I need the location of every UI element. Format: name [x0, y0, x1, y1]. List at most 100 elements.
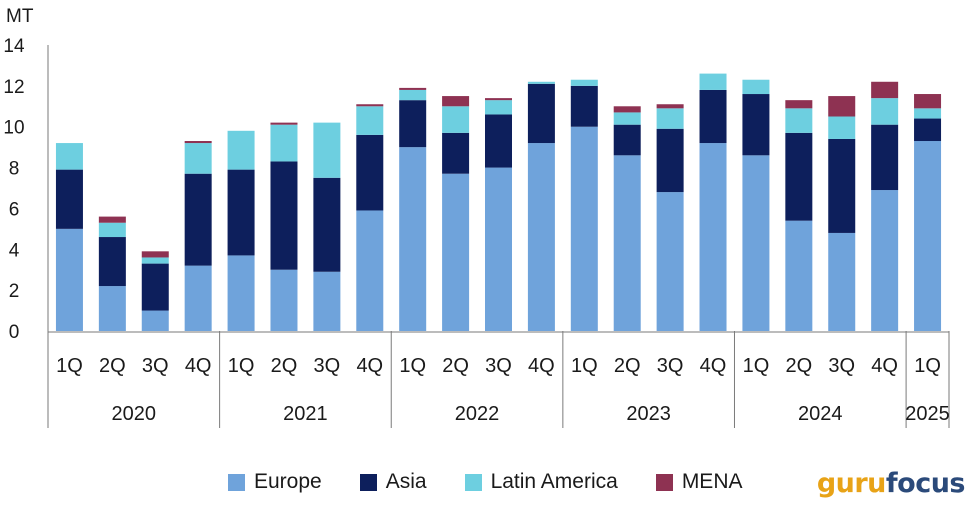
bar-segment-asia	[270, 161, 298, 270]
x-tick-label: 2Q	[442, 355, 469, 377]
y-tick-label: 12	[3, 77, 24, 98]
bar-segment-latin-america	[613, 112, 641, 125]
bar-segment-asia	[828, 138, 856, 233]
legend-label-mena: MENA	[681, 470, 743, 493]
bar-segment-asia	[914, 118, 942, 142]
x-tick-label: 2Q	[271, 355, 298, 377]
x-tick-label: 3Q	[314, 355, 341, 377]
legend-swatch-latin-america	[464, 473, 482, 491]
x-tick-label: 4Q	[528, 355, 555, 377]
bar-segment-europe	[785, 220, 813, 331]
bar-segment-asia	[785, 132, 813, 221]
bar-segment-asia	[699, 89, 727, 144]
x-tick-label: 4Q	[871, 355, 898, 377]
bar-segment-mena	[442, 96, 470, 107]
gurufocus-logo: gurufocus	[817, 468, 966, 499]
y-tick-label: 0	[9, 322, 20, 343]
bar-segment-europe	[356, 210, 384, 331]
legend-item-asia: Asia	[359, 470, 427, 494]
x-tick-label: 4Q	[356, 355, 383, 377]
bar-segment-mena	[828, 96, 856, 117]
year-label: 2022	[455, 403, 500, 425]
bar-segment-latin-america	[399, 89, 427, 101]
bar-segment-europe	[227, 255, 255, 331]
x-tick-label: 1Q	[228, 355, 255, 377]
x-tick-label: 1Q	[914, 355, 941, 377]
x-tick-label: 4Q	[185, 355, 212, 377]
bar-segment-latin-america	[442, 106, 470, 133]
x-tick-label: 2Q	[99, 355, 126, 377]
bar-segment-asia	[141, 263, 169, 311]
y-tick-label: 6	[9, 199, 20, 220]
bar-segment-europe	[98, 286, 126, 331]
bar-segment-latin-america	[527, 81, 555, 84]
bar-segment-europe	[871, 190, 899, 331]
x-tick-label: 2Q	[614, 355, 641, 377]
bar-segment-europe	[570, 126, 598, 331]
x-tick-label: 3Q	[485, 355, 512, 377]
bar-segment-europe	[613, 155, 641, 331]
bar-segment-asia	[871, 124, 899, 191]
stacked-bar-chart: MT 0 2 4 6 8 10 12 14 1Q 2Q 3Q 4Q 1Q 2Q 3Q 4Q 1Q 2Q 3Q 4Q 1Q 2…	[3, 6, 950, 428]
x-tick-label: 4Q	[700, 355, 727, 377]
y-tick-label: 8	[9, 159, 20, 180]
logo-part-focus: focus	[885, 468, 966, 499]
legend-swatch-mena	[655, 473, 673, 491]
x-tick-label: 3Q	[142, 355, 169, 377]
bar-segment-mena	[98, 216, 126, 223]
bar-segment-latin-america	[699, 73, 727, 90]
bar-segment-asia	[184, 173, 212, 266]
bar-segment-mena	[656, 104, 684, 109]
bar-segment-asia	[442, 132, 470, 174]
bar-segment-mena	[270, 122, 298, 125]
legend-item-europe: Europe	[228, 470, 322, 494]
bar-segment-latin-america	[828, 116, 856, 139]
bar-segment-mena	[356, 104, 384, 107]
legend-label-europe: Europe	[254, 470, 322, 493]
bar-segment-mena	[785, 100, 813, 109]
legend: Europe Asia Latin America MENA	[228, 470, 743, 494]
bar-segment-asia	[356, 134, 384, 211]
bar-segment-asia	[227, 169, 255, 256]
bar-segment-latin-america	[785, 108, 813, 133]
bar-segment-asia	[742, 94, 770, 156]
bar-segment-latin-america	[742, 79, 770, 95]
bar-segment-asia	[98, 237, 126, 287]
bar-segment-europe	[141, 310, 169, 331]
x-tick-label: 1Q	[743, 355, 770, 377]
year-label: 2025	[905, 403, 950, 425]
bar-segment-asia	[313, 177, 341, 272]
y-tick-label: 2	[9, 281, 20, 302]
bar-segment-asia	[527, 83, 555, 144]
x-tick-label: 1Q	[399, 355, 426, 377]
bar-segment-europe	[442, 173, 470, 331]
x-tick-label: 2Q	[785, 355, 812, 377]
bar-segment-asia	[613, 124, 641, 156]
y-tick-label: 4	[9, 240, 20, 261]
bar-segment-latin-america	[356, 106, 384, 135]
y-tick-label: 14	[3, 36, 25, 57]
bar-segment-mena	[399, 87, 427, 90]
bar-segment-mena	[141, 251, 169, 258]
bar-segment-mena	[914, 94, 942, 109]
bar-segment-europe	[699, 143, 727, 331]
bar-segment-latin-america	[141, 257, 169, 264]
legend-label-latin-america: Latin America	[490, 470, 618, 493]
year-label: 2023	[626, 403, 671, 425]
bar-segment-europe	[485, 167, 512, 331]
bar-segment-europe	[914, 141, 942, 331]
bar-segment-asia	[570, 85, 598, 127]
bar-segment-asia	[399, 100, 427, 148]
bar-segment-europe	[184, 265, 212, 331]
bar-segment-mena	[613, 106, 641, 113]
bar-segment-mena	[871, 81, 899, 99]
bar-segment-latin-america	[485, 100, 512, 115]
bar-segment-latin-america	[98, 222, 126, 238]
bar-segment-latin-america	[570, 79, 598, 86]
legend-item-mena: MENA	[655, 470, 743, 494]
bar-segment-latin-america	[184, 143, 212, 174]
bar-segment-europe	[527, 143, 555, 331]
bar-segment-europe	[828, 232, 856, 331]
bar-segment-latin-america	[871, 98, 899, 125]
bar-segment-europe	[270, 269, 298, 331]
